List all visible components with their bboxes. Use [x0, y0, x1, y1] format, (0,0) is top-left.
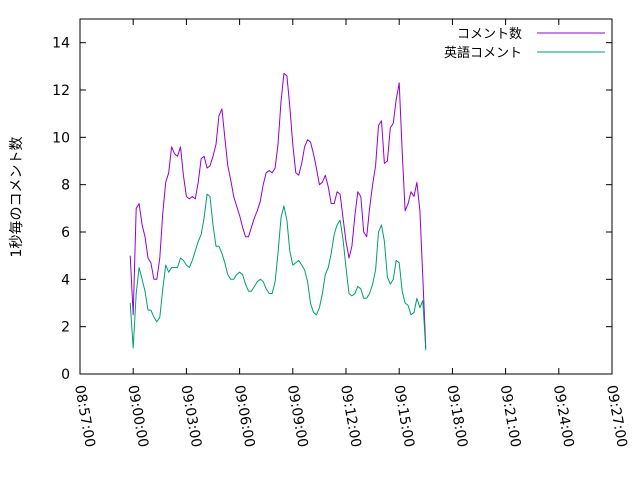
y-axis: 0 2 4 6 8 10 12 14: [52, 36, 612, 383]
x-tick-label: 09:18:00: [443, 384, 470, 449]
y-tick-label: 12: [52, 83, 70, 99]
x-tick-label: 09:03:00: [177, 384, 204, 449]
y-tick-label: 8: [61, 178, 70, 194]
y-tick-label: 10: [52, 130, 70, 146]
legend-label-1: コメント数: [457, 27, 522, 42]
y-tick-label: 14: [52, 36, 70, 52]
x-axis: 08:57:00 09:00:00 09:03:00 09:06:00 09:09:00…: [71, 19, 630, 449]
legend-label-2: 英語コメント: [444, 45, 522, 61]
y-axis-title: 1秒毎のコメント数: [9, 137, 25, 258]
y-tick-label: 6: [61, 225, 70, 241]
y-tick-label: 4: [61, 272, 70, 288]
y-tick-label: 0: [61, 367, 70, 383]
y-tick-label: 2: [61, 320, 70, 336]
x-tick-label: 09:12:00: [337, 384, 364, 449]
x-tick-label: 09:24:00: [550, 384, 577, 449]
series-line-2: [129, 193, 427, 351]
x-tick-label: 09:06:00: [231, 384, 258, 449]
plot-frame: [79, 18, 613, 375]
x-tick-label: 08:57:00: [71, 384, 98, 449]
series-line-1: [129, 72, 427, 349]
x-tick-label: 09:27:00: [603, 384, 630, 449]
x-tick-label: 09:00:00: [124, 384, 151, 449]
series-layer: [129, 72, 427, 351]
x-tick-label: 09:09:00: [284, 384, 311, 449]
x-tick-label: 09:15:00: [390, 384, 417, 449]
x-tick-label: 09:21:00: [497, 384, 524, 449]
